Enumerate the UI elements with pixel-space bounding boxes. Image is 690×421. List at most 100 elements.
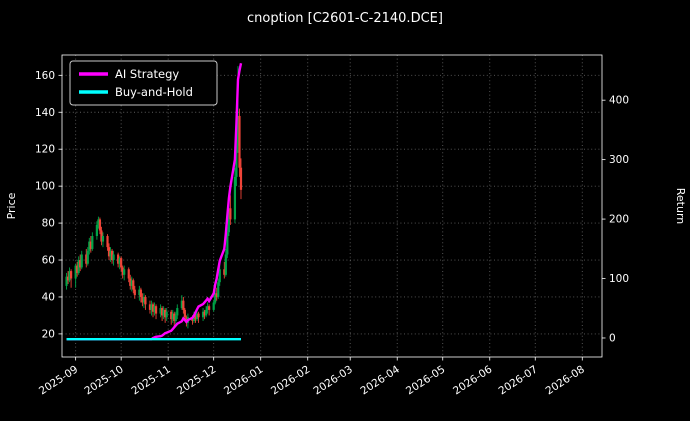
legend: AI Strategy Buy-and-Hold bbox=[69, 60, 218, 106]
x-tick-label: 2026-02 bbox=[269, 363, 312, 397]
candle-body bbox=[80, 254, 83, 268]
candle-body bbox=[66, 276, 70, 281]
candle-body bbox=[74, 265, 77, 279]
candle-body bbox=[236, 115, 240, 146]
y-tick-label-right: 100 bbox=[609, 273, 629, 285]
candle-body bbox=[159, 308, 162, 314]
x-tick-label: 2025-10 bbox=[82, 363, 125, 397]
candle-body bbox=[98, 219, 102, 231]
axes-frame bbox=[61, 54, 603, 358]
candle-body bbox=[218, 269, 221, 283]
candle-body bbox=[173, 313, 176, 321]
candle-body bbox=[118, 258, 121, 264]
y-axis-label-left: Price bbox=[5, 192, 18, 219]
x-tick-label: 2026-01 bbox=[222, 363, 265, 397]
candle-body bbox=[223, 269, 226, 275]
y-tick-label-left: 160 bbox=[35, 70, 55, 82]
candle-body bbox=[171, 313, 174, 320]
candle-body bbox=[95, 224, 98, 237]
y-tick-label-left: 20 bbox=[42, 328, 55, 340]
x-tick-label: 2026-03 bbox=[312, 363, 355, 397]
candle-body bbox=[133, 289, 136, 296]
candle-body bbox=[235, 145, 238, 177]
x-tick-label: 2026-07 bbox=[497, 363, 540, 397]
candle-body bbox=[77, 260, 80, 273]
candle-body bbox=[121, 267, 124, 275]
candle-body bbox=[238, 115, 241, 168]
y-tick-label-right: 400 bbox=[609, 95, 629, 107]
candle-body bbox=[91, 236, 94, 249]
candle-body bbox=[239, 167, 243, 190]
x-tick-label: 2026-04 bbox=[359, 363, 403, 397]
candle-body bbox=[164, 309, 167, 318]
candle-body bbox=[132, 280, 135, 290]
candle-body bbox=[201, 311, 205, 318]
candle-body bbox=[217, 282, 220, 297]
y-tick-label-left: 40 bbox=[42, 291, 55, 303]
candle-body bbox=[139, 289, 142, 297]
candle-body bbox=[176, 308, 179, 316]
x-tick-label: 2025-12 bbox=[175, 363, 218, 397]
candle-body bbox=[100, 230, 103, 242]
candle-body bbox=[127, 269, 130, 279]
candle-body bbox=[112, 254, 115, 261]
candle-body bbox=[86, 250, 89, 264]
candle-body bbox=[161, 308, 164, 316]
x-tick-label: 2026-05 bbox=[404, 363, 447, 397]
candle-body bbox=[123, 269, 126, 275]
candle-body bbox=[70, 271, 73, 279]
candle-body bbox=[229, 208, 232, 220]
candle-body bbox=[150, 304, 153, 310]
candle-body bbox=[203, 311, 206, 316]
candle-body bbox=[85, 254, 88, 264]
candle-body bbox=[148, 304, 152, 310]
candle-body bbox=[154, 306, 158, 314]
candle-body bbox=[79, 260, 82, 268]
candle-body bbox=[227, 208, 230, 233]
candle-body bbox=[180, 300, 183, 309]
x-tick-label: 2026-08 bbox=[544, 363, 587, 397]
candle-body bbox=[206, 306, 209, 310]
x-tick-label: 2026-06 bbox=[451, 363, 495, 397]
y-tick-label-right: 200 bbox=[609, 214, 629, 226]
candle-body bbox=[97, 219, 100, 225]
candle-body bbox=[233, 176, 237, 220]
candle-body bbox=[142, 296, 146, 303]
candle-body bbox=[226, 232, 229, 255]
y-tick-label-right: 0 bbox=[609, 332, 616, 344]
candle-body bbox=[129, 278, 132, 286]
candle-body bbox=[205, 309, 208, 316]
y-tick-label-right: 300 bbox=[609, 154, 629, 166]
candle-body bbox=[110, 250, 114, 261]
candle-body bbox=[215, 293, 218, 297]
candle-body bbox=[76, 265, 79, 273]
candle-body bbox=[170, 311, 173, 320]
candle-body bbox=[106, 236, 109, 248]
candle-body bbox=[89, 241, 92, 249]
candle-body bbox=[65, 276, 68, 286]
chart-title: cnoption [C2601-C-2140.DCE] bbox=[247, 11, 443, 26]
candle-body bbox=[194, 315, 197, 320]
candle-body bbox=[130, 280, 133, 286]
candle-body bbox=[144, 296, 147, 305]
candle-body bbox=[197, 313, 200, 318]
x-tick-label: 2025-11 bbox=[129, 363, 172, 397]
candle-body bbox=[191, 317, 194, 321]
candle-body bbox=[153, 306, 156, 312]
candle-body bbox=[212, 302, 215, 310]
candle-body bbox=[162, 309, 165, 316]
y-tick-label-left: 100 bbox=[35, 181, 55, 193]
legend-label-ai-strategy: AI Strategy bbox=[115, 67, 179, 81]
candle-body bbox=[174, 315, 177, 321]
candle-body bbox=[165, 311, 168, 318]
y-tick-label-left: 140 bbox=[35, 107, 55, 119]
x-tick-label: 2025-09 bbox=[37, 363, 80, 397]
y-tick-label-left: 80 bbox=[42, 218, 55, 230]
y-tick-label-left: 60 bbox=[42, 255, 55, 267]
candle-body bbox=[117, 254, 120, 264]
candle-body bbox=[224, 254, 227, 275]
candle-body bbox=[182, 300, 185, 310]
candle-body bbox=[141, 296, 144, 303]
